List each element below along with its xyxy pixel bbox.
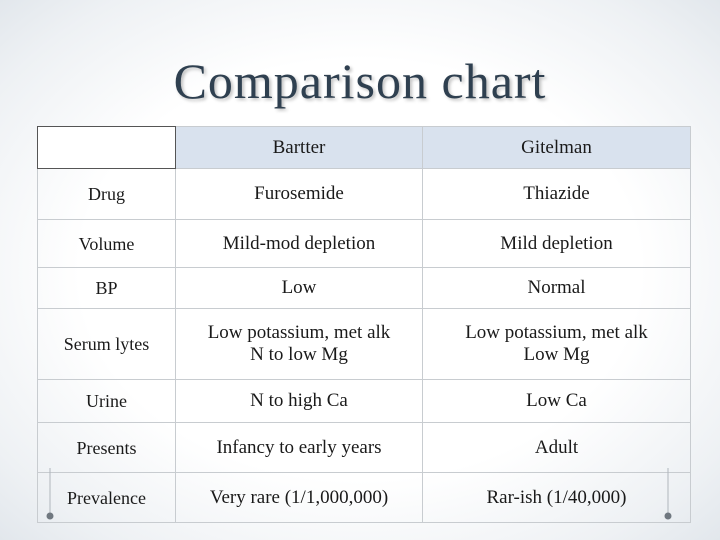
deco-dot xyxy=(664,512,672,520)
cell-line: Thiazide xyxy=(523,183,590,204)
cell-line: Normal xyxy=(527,277,586,298)
cell-line: Very rare (1/1,000,000) xyxy=(209,486,389,508)
table-row: Volume Mild-mod depletion Mild depletion xyxy=(37,219,691,268)
cell-line: Infancy to early years xyxy=(216,436,382,458)
table-cell: Low Ca xyxy=(422,379,691,423)
table-row: Presents Infancy to early years Adult xyxy=(37,422,691,473)
table-row: Prevalence Very rare (1/1,000,000) Rar-ish… xyxy=(37,472,691,523)
deco-dot xyxy=(46,512,54,520)
cell-line: Low potassium, met alk xyxy=(465,322,648,343)
cell-line: Low Mg xyxy=(523,344,590,365)
header-row: Bartter Gitelman xyxy=(37,126,691,169)
cell-line: N to high Ca xyxy=(250,390,348,411)
cell-line: Mild-mod depletion xyxy=(222,232,376,254)
cell-line: Mild depletion xyxy=(500,232,613,254)
slide-title: Comparison chart xyxy=(173,53,547,109)
cell-line: Adult xyxy=(534,436,579,458)
row-label: Prevalence xyxy=(37,472,176,523)
corner-cell xyxy=(37,126,176,169)
table-row: Drug Furosemide Thiazide xyxy=(37,168,691,220)
row-label: Serum lytes xyxy=(37,308,176,380)
table-cell: Low potassium, met alk Low Mg xyxy=(422,308,691,380)
comparison-table: Bartter Gitelman Drug Furosemide Thiazide Vo… xyxy=(37,126,691,523)
table-row: Serum lytes Low potassium, met alk N to lo… xyxy=(37,308,691,380)
table-cell: Infancy to early years xyxy=(175,422,423,473)
cell-line: Furosemide xyxy=(254,183,344,204)
row-label: BP xyxy=(37,267,176,309)
column-header: Gitelman xyxy=(422,126,691,169)
cell-line: Low Ca xyxy=(526,390,587,411)
cell-line: Low xyxy=(281,277,317,298)
table-row: Urine N to high Ca Low Ca xyxy=(37,379,691,423)
cell-line: Rar-ish (1/40,000) xyxy=(486,486,627,508)
table-cell: Rar-ish (1/40,000) xyxy=(422,472,691,523)
table-cell: N to high Ca xyxy=(175,379,423,423)
table-row: BP Low Normal xyxy=(37,267,691,309)
table-cell: Mild-mod depletion xyxy=(175,219,423,268)
table-cell: Low potassium, met alk N to low Mg xyxy=(175,308,423,380)
column-header: Bartter xyxy=(175,126,423,169)
cell-line: Low potassium, met alk xyxy=(207,322,391,343)
table-cell: Furosemide xyxy=(175,168,423,220)
cell-line: N to low Mg xyxy=(250,344,348,365)
table-cell: Very rare (1/1,000,000) xyxy=(175,472,423,523)
table-cell: Mild depletion xyxy=(422,219,691,268)
